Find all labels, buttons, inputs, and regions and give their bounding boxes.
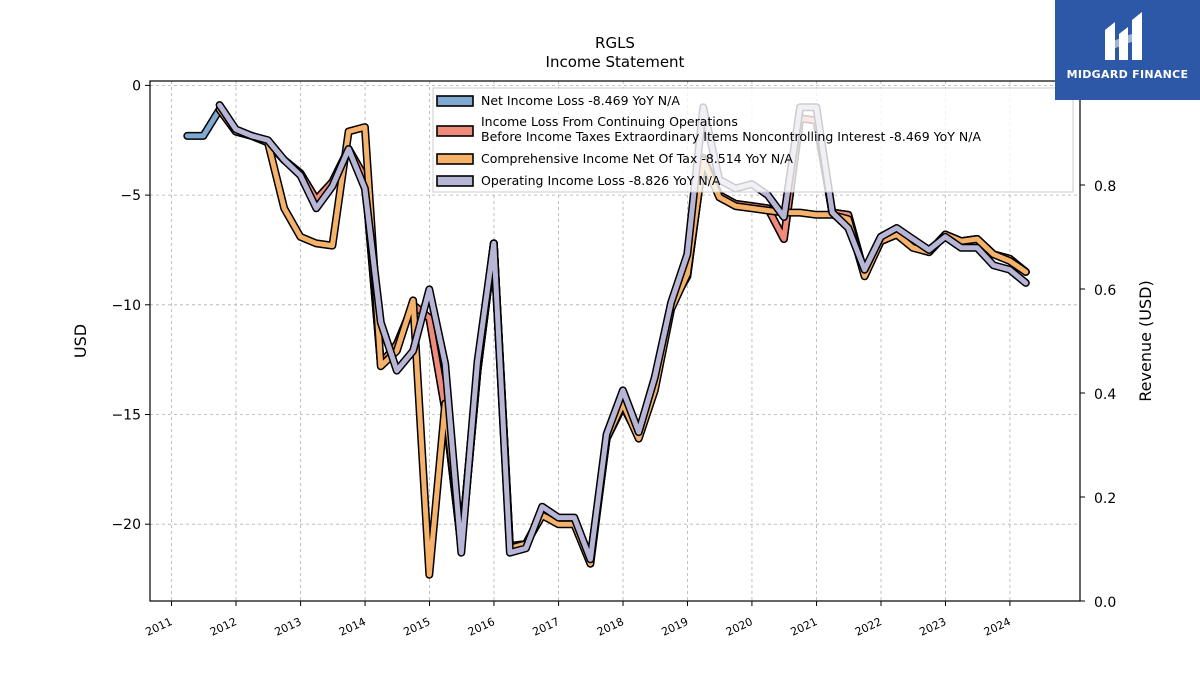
legend-label-1: Income Loss From Continuing Operations xyxy=(481,114,738,129)
x-tick-label: 2024 xyxy=(982,615,1013,639)
x-tick-label: 2017 xyxy=(531,615,562,639)
y-tick-label: −10 xyxy=(111,298,141,314)
x-tick-label: 2023 xyxy=(917,615,948,639)
x-tick-label: 2021 xyxy=(789,615,820,639)
y-tick-label: −15 xyxy=(111,408,141,424)
x-tick-label: 2014 xyxy=(337,615,368,639)
y-right-tick-label: 0.0 xyxy=(1094,595,1116,611)
x-tick-label: 2015 xyxy=(402,615,433,639)
x-tick-label: 2016 xyxy=(466,615,497,639)
series-2 xyxy=(215,105,1030,579)
chart-title: RGLS xyxy=(595,34,635,52)
chart-subtitle: Income Statement xyxy=(546,53,685,71)
series-lines xyxy=(183,101,1030,579)
legend-box xyxy=(432,87,1074,193)
series-3 xyxy=(215,101,1030,564)
legend-swatch-2 xyxy=(436,153,474,165)
y-right-tick-label: 0.8 xyxy=(1094,179,1116,195)
legend-swatch-0 xyxy=(436,95,474,107)
y-axis-label: USD xyxy=(71,324,90,358)
brand-logo: MIDGARD FINANCE xyxy=(1055,0,1200,100)
x-tick-label: 2020 xyxy=(724,615,755,639)
x-tick-label: 2012 xyxy=(208,615,239,639)
legend-label-1: Before Income Taxes Extraordinary Items … xyxy=(481,129,981,144)
series-line xyxy=(217,107,1029,578)
x-tick-label: 2022 xyxy=(853,615,884,639)
brand-mark-icon xyxy=(1105,12,1142,60)
legend-label-2: Comprehensive Income Net Of Tax -8.514 Y… xyxy=(481,151,793,166)
series-line xyxy=(217,102,1029,562)
y-tick-label: −5 xyxy=(120,188,141,204)
y-right-tick-label: 0.6 xyxy=(1094,283,1116,299)
x-tick-label: 2019 xyxy=(659,615,690,639)
legend-swatch-1 xyxy=(436,125,474,137)
y-right-tick-label: 0.4 xyxy=(1094,387,1116,403)
brand-name: MIDGARD FINANCE xyxy=(1066,68,1189,81)
legend: Net Income Loss -8.469 YoY N/A Income Los… xyxy=(432,87,1074,193)
y-tick-label: 0 xyxy=(132,78,141,94)
x-tick-label: 2011 xyxy=(144,615,175,639)
legend-label-0: Net Income Loss -8.469 YoY N/A xyxy=(481,93,680,108)
legend-swatch-3 xyxy=(436,175,474,187)
x-tick-label: 2013 xyxy=(273,615,304,639)
y-axis-right-label: Revenue (USD) xyxy=(1136,280,1155,401)
legend-label-3: Operating Income Loss -8.826 YoY N/A xyxy=(481,173,721,188)
x-tick-label: 2018 xyxy=(595,615,626,639)
y-tick-label: −20 xyxy=(111,517,141,533)
plot-frame xyxy=(149,80,1081,602)
y-right-tick-label: 0.2 xyxy=(1094,491,1116,507)
